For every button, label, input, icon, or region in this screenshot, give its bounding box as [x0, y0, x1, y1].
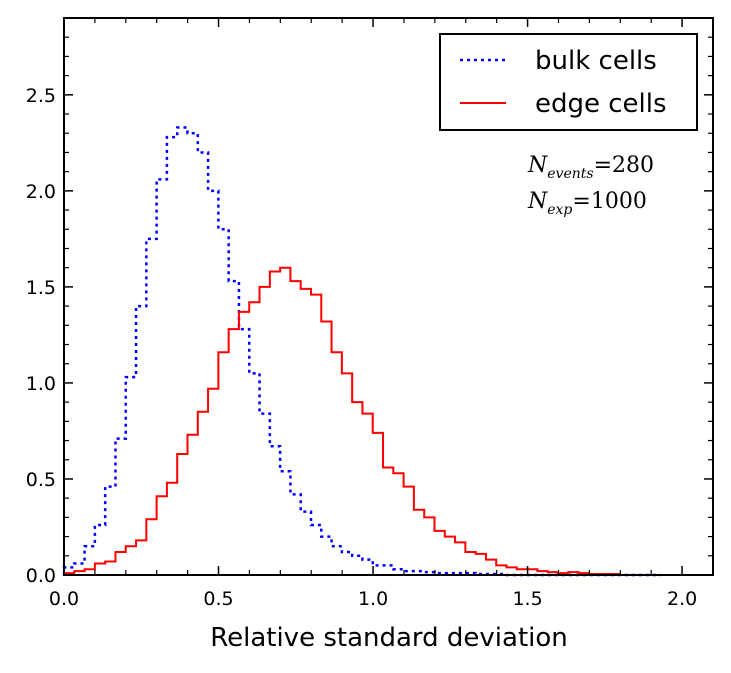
annotation-n-events: Nevents=280 — [527, 153, 654, 182]
annotation-n-events-sub: events — [547, 166, 593, 182]
x-axis-title: Relative standard deviation — [210, 623, 568, 653]
legend-label-bulk-cells: bulk cells — [535, 46, 657, 76]
legend-box — [439, 33, 698, 131]
x-tick-label: 0.5 — [203, 588, 233, 610]
y-tick-label: 0.5 — [26, 469, 56, 491]
x-tick-label: 1.0 — [358, 588, 388, 610]
annotation-n-exp-sub: exp — [547, 202, 572, 218]
plot-frame — [63, 17, 714, 576]
annotation-n-events-base: N — [527, 153, 548, 178]
legend: bulk cells edge cells — [439, 33, 698, 131]
x-tick-label: 1.5 — [512, 588, 542, 610]
series-edge-cells-line — [63, 266, 661, 576]
annotation-n-exp-base: N — [527, 189, 548, 214]
x-tick-labels: 0.0 0.5 1.0 1.5 2.0 — [49, 588, 697, 610]
annotation-n-events-value: =280 — [594, 153, 654, 178]
annotation-n-exp-value: =1000 — [572, 189, 646, 214]
x-tick-label: 2.0 — [667, 588, 697, 610]
y-tick-label: 0.0 — [26, 565, 56, 587]
y-tick-label: 2.0 — [26, 181, 56, 203]
y-tick-labels: 0.0 0.5 1.0 1.5 2.0 2.5 — [26, 85, 56, 587]
y-tick-label: 1.5 — [26, 277, 56, 299]
y-tick-label: 2.5 — [26, 85, 56, 107]
annotation-n-exp: Nexp=1000 — [527, 189, 647, 218]
legend-label-edge-cells: edge cells — [535, 89, 667, 119]
y-tick-label: 1.0 — [26, 373, 56, 395]
x-tick-label: 0.0 — [49, 588, 79, 610]
